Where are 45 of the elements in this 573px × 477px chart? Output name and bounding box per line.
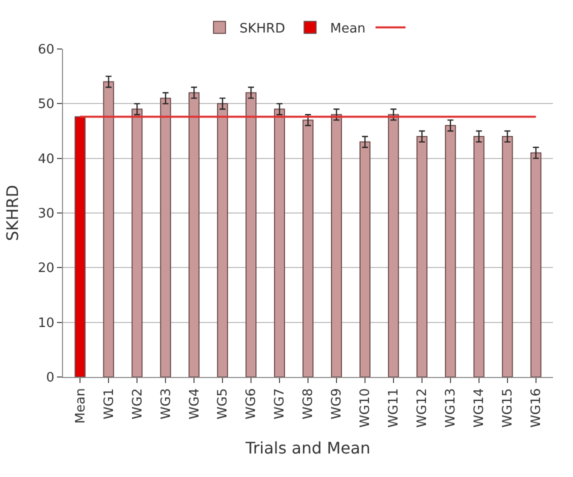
bar — [74, 116, 86, 377]
x-tick-label: WG9 — [330, 388, 345, 420]
x-tick-label: WG5 — [216, 388, 231, 420]
bar — [502, 136, 513, 377]
x-tick-label: WG10 — [358, 388, 374, 428]
y-tick-label: 10 — [38, 316, 54, 331]
x-tick-label: WG3 — [158, 388, 174, 420]
y-tick-label: 50 — [38, 97, 54, 112]
bar — [132, 108, 143, 377]
x-tick-label: WG6 — [244, 388, 260, 420]
y-tick-label: 40 — [38, 152, 54, 167]
bar — [246, 92, 257, 377]
bar — [530, 152, 542, 377]
bar — [416, 136, 428, 377]
bar — [444, 125, 456, 377]
x-tick-label: WG16 — [529, 388, 544, 428]
x-axis-title: Trials and Mean — [244, 438, 370, 458]
y-tick-label: 30 — [38, 206, 54, 222]
x-tick-label: WG2 — [130, 388, 146, 420]
x-tick-label: WG11 — [386, 388, 402, 428]
x-tick-label: WG4 — [187, 388, 202, 420]
legend-label: Mean — [330, 21, 366, 36]
bar — [388, 114, 399, 377]
x-tick-label: Mean — [73, 388, 88, 424]
x-tick-label: WG1 — [102, 388, 117, 420]
bar — [331, 114, 342, 377]
x-tick-label: WG7 — [272, 388, 288, 420]
x-tick-label: WG15 — [500, 388, 516, 428]
bar — [160, 98, 172, 377]
y-tick-label: 20 — [38, 261, 54, 276]
legend-label: SKHRD — [240, 21, 286, 36]
bar — [188, 92, 200, 377]
x-tick-label: WG14 — [472, 388, 488, 428]
bar — [103, 81, 114, 377]
y-axis-title: SKHRD — [2, 184, 22, 242]
x-tick-label: WG13 — [444, 388, 459, 428]
bar — [302, 120, 314, 377]
y-tick-label: 60 — [38, 42, 54, 58]
bar — [359, 141, 370, 377]
x-tick-label: WG8 — [301, 388, 316, 420]
bar — [274, 108, 285, 377]
bar — [473, 136, 484, 377]
y-tick-label: 0 — [46, 370, 54, 386]
bar — [217, 103, 228, 377]
x-tick-label: WG12 — [415, 388, 430, 428]
